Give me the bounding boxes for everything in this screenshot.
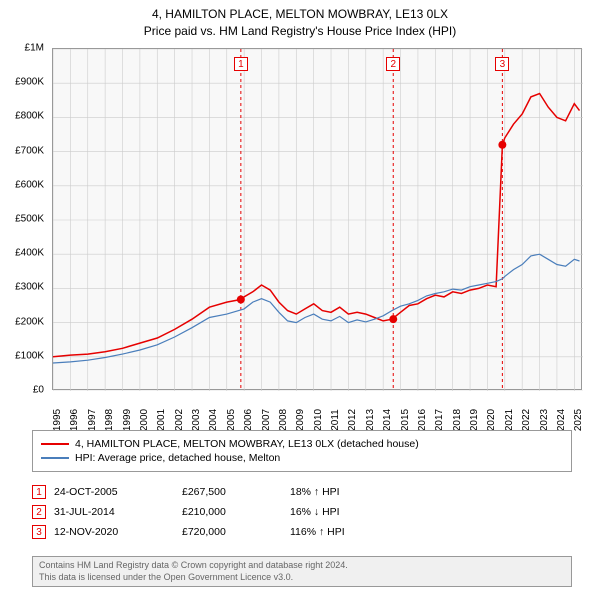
y-tick-label: £900K bbox=[15, 77, 44, 88]
x-tick-label: 2002 bbox=[174, 409, 185, 431]
sale-row-marker: 1 bbox=[32, 485, 46, 499]
sale-price: £267,500 bbox=[182, 486, 282, 498]
x-tick-label: 2014 bbox=[382, 409, 393, 431]
chart-plot-area: 1 2 3 bbox=[52, 48, 582, 390]
x-tick-label: 2009 bbox=[295, 409, 306, 431]
footer-attribution: Contains HM Land Registry data © Crown c… bbox=[32, 556, 572, 587]
x-axis-labels: 1995 1996 1997 1998 1999 2000 2001 2002 2003 2004… bbox=[52, 392, 582, 430]
x-tick-label: 2019 bbox=[469, 409, 480, 431]
x-tick-label: 2012 bbox=[347, 409, 358, 431]
x-tick-label: 1998 bbox=[104, 409, 115, 431]
sale-date: 12-NOV-2020 bbox=[54, 526, 174, 538]
sales-table: 1 24-OCT-2005 £267,500 18% ↑ HPI 2 31-JUL-201… bbox=[32, 482, 390, 542]
sale-price: £720,000 bbox=[182, 526, 282, 538]
footer-line-1: Contains HM Land Registry data © Crown c… bbox=[39, 560, 565, 572]
sale-marker-flag: 1 bbox=[234, 57, 248, 71]
x-tick-label: 1999 bbox=[122, 409, 133, 431]
y-tick-label: £300K bbox=[15, 282, 44, 293]
x-tick-label: 2016 bbox=[417, 409, 428, 431]
x-tick-label: 2017 bbox=[434, 409, 445, 431]
x-tick-label: 2025 bbox=[573, 409, 584, 431]
sale-date: 24-OCT-2005 bbox=[54, 486, 174, 498]
sale-diff: 16% ↓ HPI bbox=[290, 506, 390, 518]
sale-marker-flag: 2 bbox=[386, 57, 400, 71]
x-tick-label: 2010 bbox=[313, 409, 324, 431]
x-tick-label: 2022 bbox=[521, 409, 532, 431]
sale-row: 2 31-JUL-2014 £210,000 16% ↓ HPI bbox=[32, 502, 390, 522]
legend-label: HPI: Average price, detached house, Melt… bbox=[75, 452, 280, 464]
x-tick-label: 2005 bbox=[226, 409, 237, 431]
sale-diff: 18% ↑ HPI bbox=[290, 486, 390, 498]
x-tick-label: 2004 bbox=[208, 409, 219, 431]
x-tick-label: 2021 bbox=[504, 409, 515, 431]
title-line-1: 4, HAMILTON PLACE, MELTON MOWBRAY, LE13 … bbox=[0, 6, 600, 23]
x-tick-label: 2006 bbox=[243, 409, 254, 431]
x-tick-label: 2020 bbox=[486, 409, 497, 431]
x-tick-label: 1996 bbox=[69, 409, 80, 431]
sale-date: 31-JUL-2014 bbox=[54, 506, 174, 518]
x-tick-label: 2011 bbox=[330, 409, 341, 431]
x-tick-label: 2013 bbox=[365, 409, 376, 431]
chart-svg bbox=[53, 49, 583, 391]
x-tick-label: 2007 bbox=[261, 409, 272, 431]
y-tick-label: £500K bbox=[15, 214, 44, 225]
chart-container: 4, HAMILTON PLACE, MELTON MOWBRAY, LE13 … bbox=[0, 0, 600, 590]
x-tick-label: 2008 bbox=[278, 409, 289, 431]
x-tick-label: 2023 bbox=[539, 409, 550, 431]
sale-row: 3 12-NOV-2020 £720,000 116% ↑ HPI bbox=[32, 522, 390, 542]
title-line-2: Price paid vs. HM Land Registry's House … bbox=[0, 23, 600, 40]
legend-swatch bbox=[41, 457, 69, 459]
legend-label: 4, HAMILTON PLACE, MELTON MOWBRAY, LE13 … bbox=[75, 438, 419, 450]
x-tick-label: 2024 bbox=[556, 409, 567, 431]
x-tick-label: 2015 bbox=[400, 409, 411, 431]
legend-box: 4, HAMILTON PLACE, MELTON MOWBRAY, LE13 … bbox=[32, 430, 572, 472]
x-tick-label: 2001 bbox=[156, 409, 167, 431]
y-tick-label: £400K bbox=[15, 248, 44, 259]
legend-swatch bbox=[41, 443, 69, 445]
legend-row: HPI: Average price, detached house, Melt… bbox=[41, 451, 563, 465]
y-tick-label: £0 bbox=[33, 385, 44, 396]
sale-row-marker: 2 bbox=[32, 505, 46, 519]
footer-line-2: This data is licensed under the Open Gov… bbox=[39, 572, 565, 584]
y-tick-label: £100K bbox=[15, 350, 44, 361]
sale-diff: 116% ↑ HPI bbox=[290, 526, 390, 538]
x-tick-label: 2003 bbox=[191, 409, 202, 431]
x-tick-label: 1997 bbox=[87, 409, 98, 431]
y-tick-label: £200K bbox=[15, 316, 44, 327]
y-tick-label: £1M bbox=[25, 43, 44, 54]
x-tick-label: 1995 bbox=[52, 409, 63, 431]
y-axis-labels: £0£100K£200K£300K£400K£500K£600K£700K£80… bbox=[0, 48, 48, 390]
y-tick-label: £800K bbox=[15, 111, 44, 122]
legend-row: 4, HAMILTON PLACE, MELTON MOWBRAY, LE13 … bbox=[41, 437, 563, 451]
sale-row: 1 24-OCT-2005 £267,500 18% ↑ HPI bbox=[32, 482, 390, 502]
sale-price: £210,000 bbox=[182, 506, 282, 518]
x-tick-label: 2000 bbox=[139, 409, 150, 431]
y-tick-label: £700K bbox=[15, 145, 44, 156]
y-tick-label: £600K bbox=[15, 179, 44, 190]
sale-row-marker: 3 bbox=[32, 525, 46, 539]
x-tick-label: 2018 bbox=[452, 409, 463, 431]
sale-marker-flag: 3 bbox=[495, 57, 509, 71]
legend: 4, HAMILTON PLACE, MELTON MOWBRAY, LE13 … bbox=[32, 430, 572, 472]
chart-title: 4, HAMILTON PLACE, MELTON MOWBRAY, LE13 … bbox=[0, 0, 600, 40]
